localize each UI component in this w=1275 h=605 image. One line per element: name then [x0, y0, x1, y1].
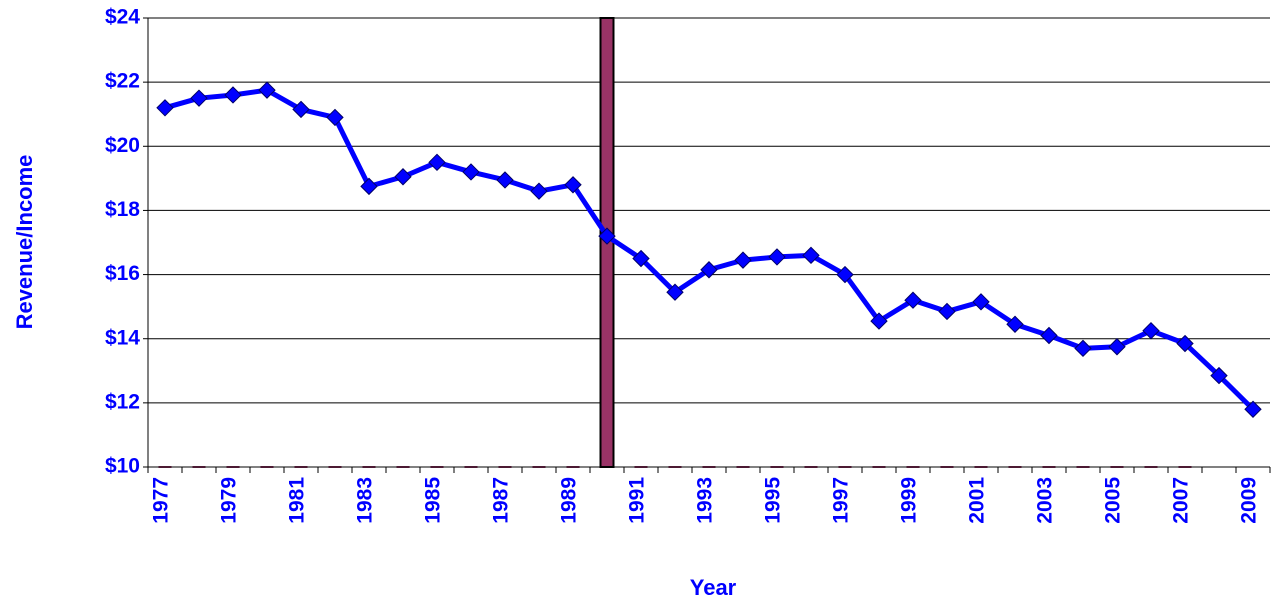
- y-tick-label: $24: [105, 6, 140, 29]
- marker: [224, 86, 242, 104]
- marker: [836, 265, 854, 284]
- x-tick-label: 2001: [966, 477, 989, 524]
- marker: [632, 249, 650, 268]
- marker: [972, 293, 990, 311]
- marker: [700, 261, 718, 279]
- x-tick-label: 1995: [762, 477, 785, 524]
- y-tick-label: $18: [105, 198, 140, 221]
- marker: [938, 302, 956, 321]
- marker: [496, 171, 514, 189]
- y-tick-label: $12: [105, 390, 140, 413]
- x-tick-label: 2003: [1034, 477, 1057, 524]
- marker: [1006, 315, 1024, 333]
- y-tick-label: $22: [105, 70, 140, 93]
- marker: [1210, 366, 1228, 385]
- x-tick-label: 1979: [218, 477, 241, 524]
- marker: [1142, 321, 1160, 340]
- marker: [666, 283, 684, 301]
- y-tick-label: $14: [105, 326, 140, 349]
- marker: [734, 251, 752, 269]
- marker: [326, 108, 344, 127]
- marker: [462, 163, 480, 181]
- x-tick-label: 1985: [422, 477, 445, 524]
- x-tick-label: 1991: [626, 477, 649, 524]
- marker: [1176, 334, 1194, 353]
- marker: [190, 89, 208, 107]
- x-tick-label: 2005: [1102, 477, 1125, 524]
- marker: [904, 291, 922, 309]
- marker: [802, 246, 820, 265]
- x-tick-label: 1997: [830, 477, 853, 524]
- x-tick-label: 2007: [1170, 477, 1193, 524]
- x-tick-label: 1989: [558, 477, 581, 524]
- x-tick-label: 1981: [286, 477, 309, 524]
- marker: [360, 177, 378, 196]
- x-tick-label: 1999: [898, 477, 921, 524]
- marker: [156, 99, 174, 117]
- marker: [530, 182, 548, 200]
- x-tick-label: 1993: [694, 477, 717, 524]
- x-tick-label: 1983: [354, 477, 377, 524]
- marker: [564, 176, 582, 194]
- line: [164, 87, 1255, 412]
- marker: [428, 153, 446, 172]
- marker: [870, 312, 888, 330]
- y-tick-label: $10: [105, 455, 140, 478]
- x-axis-title: Year: [690, 575, 737, 600]
- y-axis-title: Revenue/Income: [12, 155, 37, 330]
- marker: [394, 168, 412, 186]
- marker: [768, 248, 786, 266]
- y-tick-label: $20: [105, 134, 140, 157]
- marker: [292, 100, 310, 119]
- marker: [1244, 400, 1262, 418]
- x-tick-label: 2009: [1238, 477, 1261, 524]
- marker: [258, 81, 276, 99]
- marker: [598, 227, 616, 245]
- marker: [1074, 339, 1092, 358]
- marker: [1040, 326, 1058, 345]
- marker: [1108, 338, 1126, 356]
- y-tick-label: $16: [105, 262, 140, 285]
- x-tick-label: 1987: [490, 477, 513, 524]
- x-tick-label: 1977: [150, 477, 173, 524]
- bar-series: [158, 17, 1192, 468]
